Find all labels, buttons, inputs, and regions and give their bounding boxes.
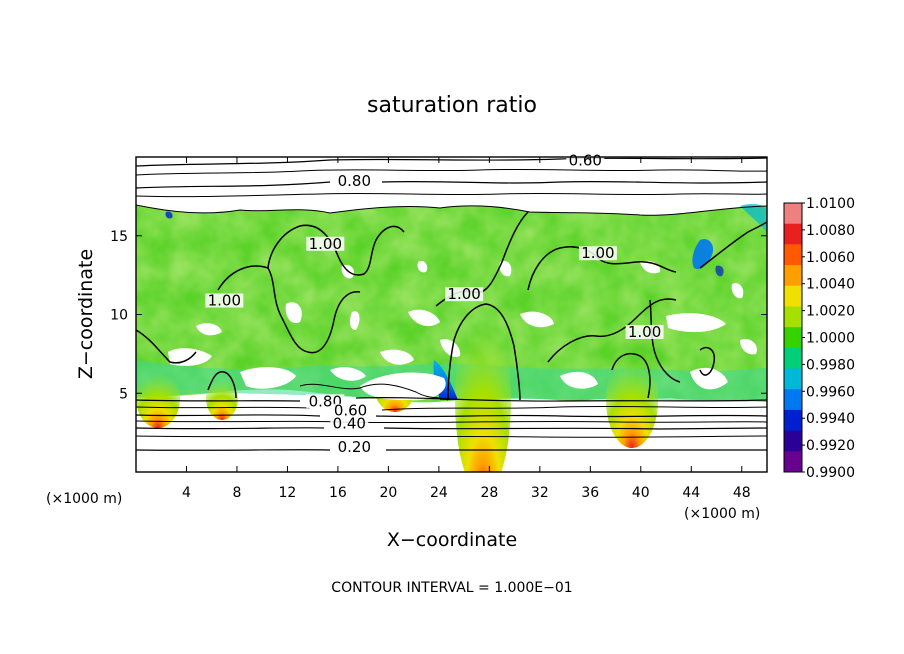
contour-label: 0.80 <box>338 172 371 190</box>
colorbar-tick-label: 0.9960 <box>806 384 855 400</box>
contour-label: 0.40 <box>333 414 366 432</box>
colorbar-swatch <box>784 389 802 411</box>
x-tick-label: 32 <box>531 485 549 501</box>
colorbar-swatch <box>784 451 802 473</box>
contour-label-bg <box>625 324 664 339</box>
colorbar-swatch <box>784 285 802 307</box>
colorbar-tick-label: 1.0040 <box>806 277 855 293</box>
colorbar-swatch <box>784 430 802 452</box>
contour-lower-2 <box>136 420 767 424</box>
colorbar-swatch <box>784 306 802 328</box>
colorbar-tick-label: 0.9920 <box>806 438 855 454</box>
contour-label-bg <box>335 173 374 188</box>
colorbar-tick-label: 0.9940 <box>806 411 855 427</box>
y-axis-label: Z−coordinate <box>75 249 97 379</box>
plume-8km <box>206 376 238 420</box>
y-tick-label: 15 <box>110 229 128 245</box>
contour-lower-080 <box>136 396 767 402</box>
plume-39km <box>606 352 658 448</box>
y-ticks: 5 10 15 <box>110 229 767 402</box>
chart-title: saturation ratio <box>367 93 537 118</box>
colorbar-tick-label: 1.0100 <box>806 196 855 212</box>
contour-interval-note: CONTOUR INTERVAL = 1.000E−01 <box>331 580 572 596</box>
cold-fringe-left <box>165 211 173 219</box>
x-tick-label: 28 <box>480 485 498 501</box>
x-unit-label-right: (×1000 m) <box>684 506 760 522</box>
contour-lower-1 <box>136 405 767 411</box>
contour-label: 0.60 <box>569 151 602 169</box>
colorbar: 1.0100 1.0080 1.0060 1.0040 1.0020 1.0000 0.99… <box>783 196 855 481</box>
contour-label: 0.60 <box>334 402 367 420</box>
colorbar-tick-label: 1.0020 <box>806 304 855 320</box>
contour-label-bg <box>335 439 374 454</box>
x-ticks: 4 8 12 16 20 24 28 32 36 40 44 48 <box>182 157 751 501</box>
contour-label: 1.00 <box>581 244 614 262</box>
x-axis-label: X−coordinate <box>387 529 517 551</box>
x-tick-label: 20 <box>379 485 397 501</box>
contour-lower-3 <box>136 435 767 438</box>
colorbar-tick-label: 0.9980 <box>806 357 855 373</box>
contour-cloudtop <box>136 204 767 216</box>
contour-label: 1.00 <box>208 291 241 309</box>
contour-label: 1.00 <box>447 285 480 303</box>
contour-100-right <box>699 221 767 269</box>
contour-cloudbase <box>299 383 449 401</box>
contour-100-b <box>267 224 405 276</box>
contour-100-left <box>136 329 237 399</box>
colorbar-tick-label: 0.9900 <box>806 465 855 481</box>
colorbar-tick-label: 1.0060 <box>806 250 855 266</box>
colorbar-swatch <box>784 203 802 225</box>
y-tick-label: 5 <box>119 386 128 402</box>
colorbar-swatch <box>784 244 802 266</box>
colorbar-swatch <box>784 223 802 245</box>
contour-upper-080 <box>136 180 767 189</box>
x-tick-label: 44 <box>682 485 700 501</box>
contour-upper-3 <box>136 192 767 198</box>
cold-streak-46km <box>715 265 724 277</box>
contour-upper-2 <box>136 168 767 176</box>
colorbar-tick-label: 1.0080 <box>806 223 855 239</box>
contour-100-f <box>547 298 716 399</box>
colorbar-swatch <box>784 265 802 287</box>
x-tick-label: 48 <box>733 485 751 501</box>
y-tick-label: 10 <box>110 308 128 324</box>
contour-100-d <box>447 303 521 401</box>
contour-label-bg <box>331 403 370 418</box>
contour-label-bg <box>578 246 617 261</box>
contour-100-g <box>649 299 681 383</box>
contour-lower-060 <box>136 414 767 418</box>
x-tick-label: 36 <box>581 485 599 501</box>
contour-100-a <box>217 265 361 354</box>
contour-label: 1.00 <box>628 323 661 341</box>
colorbar-swatch <box>784 409 802 432</box>
contour-label-bg <box>205 293 244 308</box>
x-tick-label: 24 <box>430 485 448 501</box>
clear-patches <box>168 260 757 401</box>
contour-labels: 0.600.801.001.00 1.001.001.000.800.600.40… <box>205 151 664 456</box>
contour-label: 1.00 <box>309 235 342 253</box>
plume-left <box>136 368 180 428</box>
contour-lower-040 <box>136 427 767 430</box>
contour-lines <box>136 157 767 451</box>
x-tick-label: 12 <box>279 485 297 501</box>
x-unit-label-left: (×1000 m) <box>46 491 122 507</box>
colorbar-swatch <box>784 368 802 390</box>
x-tick-label: 4 <box>182 485 191 501</box>
x-tick-label: 40 <box>632 485 650 501</box>
contour-label-bg <box>445 287 484 302</box>
contour-label-bg <box>306 236 345 251</box>
contour-label: 0.20 <box>338 438 371 456</box>
plume-28km <box>455 305 511 472</box>
colorbar-tick-label: 1.0000 <box>806 331 855 347</box>
contour-label-bg <box>330 416 369 431</box>
x-tick-label: 8 <box>232 485 241 501</box>
x-tick-label: 16 <box>329 485 347 501</box>
contour-upper-1 <box>136 157 767 167</box>
colorbar-swatch <box>784 347 802 370</box>
contour-lower-020 <box>136 449 767 451</box>
colorbar-swatch <box>784 327 802 349</box>
